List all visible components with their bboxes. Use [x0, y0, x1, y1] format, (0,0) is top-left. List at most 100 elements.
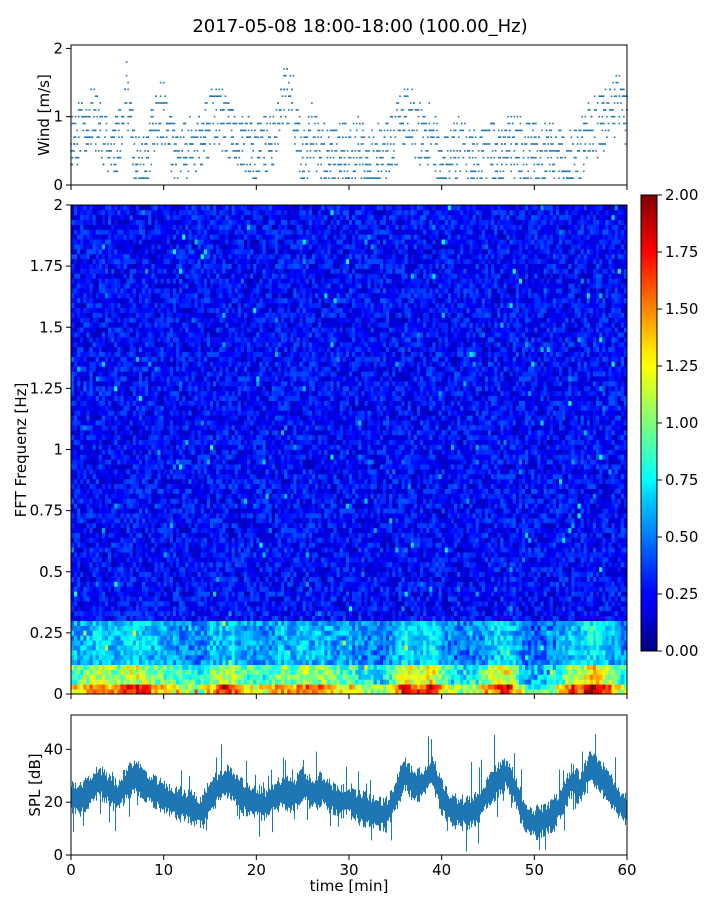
heatmap-cell: [120, 537, 124, 543]
wind-point: [90, 88, 92, 91]
heatmap-cell: [166, 605, 171, 612]
heatmap-cell: [98, 420, 103, 426]
heatmap-cell: [98, 356, 103, 362]
heatmap-cell: [74, 454, 78, 460]
heatmap-cell: [138, 527, 143, 533]
heatmap-cell: [89, 547, 93, 553]
wind-point: [175, 143, 177, 145]
wind-point: [425, 122, 427, 125]
wind-point: [241, 115, 244, 118]
wind-point: [377, 170, 380, 173]
wind-point: [85, 143, 88, 145]
heatmap-cell: [74, 361, 78, 367]
heatmap-cell: [148, 522, 152, 529]
heatmap-cell: [117, 351, 121, 357]
wind-point: [573, 129, 576, 132]
heatmap-cell: [129, 219, 134, 225]
heatmap-cell: [138, 645, 143, 651]
heatmap-cell: [101, 454, 106, 460]
wind-point: [166, 129, 168, 132]
heatmap-cell: [126, 459, 131, 465]
wind-point: [490, 122, 492, 125]
heatmap-cell: [89, 346, 93, 353]
wind-point: [280, 88, 282, 91]
heatmap-cell: [154, 689, 158, 695]
heatmap-cell: [98, 214, 103, 221]
wind-point: [499, 156, 502, 159]
wind-point: [556, 150, 559, 152]
heatmap-cell: [77, 302, 81, 309]
heatmap-cell: [157, 449, 161, 455]
wind-point: [331, 129, 333, 132]
heatmap-cell: [157, 209, 161, 216]
wind-point: [491, 150, 494, 152]
heatmap-cell: [132, 503, 137, 509]
heatmap-cell: [169, 425, 174, 431]
heatmap-cell: [117, 664, 121, 670]
heatmap-cell: [117, 312, 121, 318]
wind-point: [229, 156, 231, 159]
heatmap-cell: [145, 341, 149, 348]
heatmap-cell: [145, 542, 149, 548]
wind-point: [570, 177, 573, 179]
heatmap-cell: [101, 410, 106, 416]
heatmap-cell: [163, 395, 168, 401]
heatmap-cell: [145, 234, 149, 240]
wind-point: [493, 177, 495, 179]
wind-point: [559, 143, 562, 145]
heatmap-cell: [166, 346, 171, 353]
wind-point: [433, 129, 435, 132]
heatmap-cell: [77, 689, 81, 695]
heatmap-cell: [160, 405, 165, 411]
wind-point: [260, 136, 262, 138]
heatmap-cell: [108, 420, 112, 426]
heatmap-cell: [132, 263, 137, 269]
wind-point: [108, 156, 111, 159]
heatmap-cell: [132, 527, 137, 533]
heatmap-cell: [114, 542, 118, 548]
heatmap-cell: [129, 561, 134, 568]
heatmap-cell: [157, 439, 161, 445]
heatmap-cell: [120, 581, 124, 587]
heatmap-cell: [151, 517, 155, 524]
heatmap-cell: [104, 669, 109, 675]
heatmap-cell: [104, 620, 109, 626]
wind-y-tick-label: 2: [53, 39, 63, 57]
heatmap-cell: [166, 542, 171, 548]
heatmap-cell: [163, 527, 168, 533]
heatmap-cell: [123, 547, 127, 553]
wind-point: [212, 122, 214, 125]
heatmap-cell: [169, 253, 174, 260]
wind-point: [201, 129, 204, 132]
heatmap-cell: [129, 425, 134, 431]
heatmap-cell: [120, 219, 124, 225]
wind-point: [224, 102, 227, 104]
wind-point: [493, 129, 495, 132]
heatmap-cell: [148, 395, 152, 401]
heatmap-cell: [74, 659, 78, 666]
heatmap-cell: [132, 493, 137, 499]
heatmap-cell: [142, 234, 146, 240]
wind-point: [396, 109, 398, 111]
heatmap-cell: [120, 493, 124, 499]
wind-point: [561, 170, 563, 173]
wind-point: [422, 136, 424, 138]
heatmap-cell: [123, 317, 127, 323]
heatmap-cell: [135, 503, 140, 509]
heatmap-cell: [83, 513, 87, 519]
wind-point: [244, 170, 247, 173]
heatmap-cell: [169, 601, 174, 607]
heatmap-cell: [145, 640, 149, 646]
heatmap-cell: [77, 576, 81, 582]
heatmap-cell: [138, 244, 143, 250]
heatmap-cell: [80, 557, 84, 563]
heatmap-cell: [98, 571, 103, 577]
heatmap-cell: [80, 444, 84, 450]
heatmap-cell: [129, 517, 134, 524]
wind-point: [79, 150, 82, 152]
heatmap-cell: [123, 234, 127, 240]
wind-point: [550, 136, 553, 138]
heatmap-cell: [108, 610, 112, 617]
wind-point: [422, 115, 424, 118]
wind-point: [76, 129, 78, 132]
